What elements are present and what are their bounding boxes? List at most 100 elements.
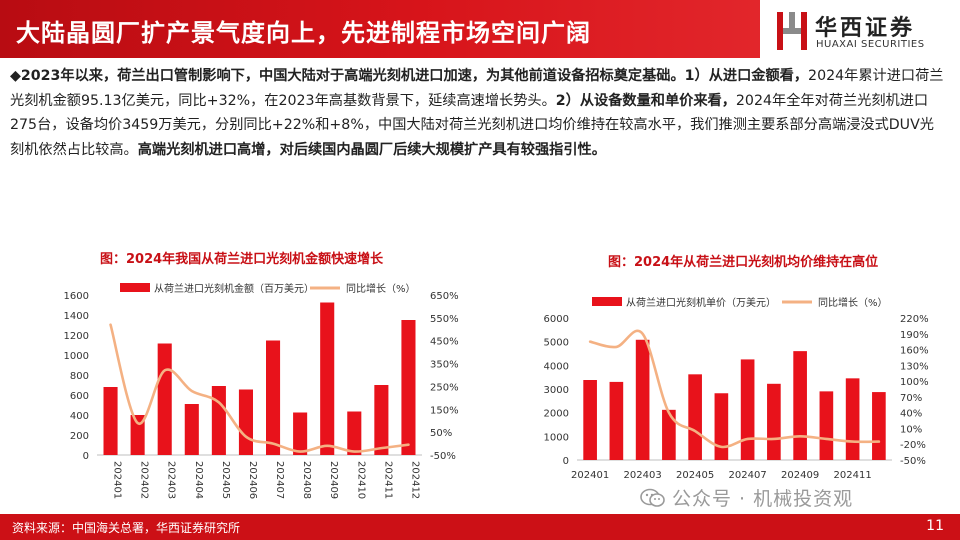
chart-import-amount: 从荷兰进口光刻机金额（百万美元） 同比增长（%） 0 200 400 600 800 1000… bbox=[64, 282, 459, 499]
chart2-bar bbox=[872, 392, 886, 460]
company-logo: 华西证券 HUAXAI SECURITIES bbox=[775, 8, 955, 54]
chart1-legend-bar-swatch bbox=[120, 283, 150, 292]
chart1-y-left-tick: 1000 bbox=[64, 351, 89, 362]
chart1-legend-line-label: 同比增长（%） bbox=[346, 282, 416, 295]
chart1-bar bbox=[401, 320, 416, 455]
chart1-y-left-tick: 1400 bbox=[64, 311, 89, 322]
chart2-x-tick: 202407 bbox=[729, 470, 767, 481]
chart1-x-tick: 202408 bbox=[301, 461, 312, 499]
chart2-legend-bar-label: 从荷兰进口光刻机单价（万美元） bbox=[626, 296, 776, 309]
chart2-x-tick: 202405 bbox=[676, 470, 714, 481]
chart2-yoy-line bbox=[588, 329, 881, 449]
chart2-bar bbox=[583, 380, 597, 460]
chart1-y-right-tick: -50% bbox=[430, 451, 456, 462]
chart2-bar bbox=[662, 409, 676, 460]
chart2-legend-bar-swatch bbox=[592, 297, 622, 306]
summary-conclusion-bold: 高端光刻机进口高增，对后续国内晶圆厂后续大规模扩产具有较强指引性。 bbox=[137, 141, 606, 158]
chart1-y-right-tick: 50% bbox=[430, 428, 452, 439]
chart1-y-left-tick: 1600 bbox=[64, 291, 89, 302]
chart1-bar bbox=[157, 343, 172, 455]
chart1-x-tick: 202402 bbox=[139, 461, 150, 499]
chart1-x-tick: 202403 bbox=[166, 461, 177, 499]
chart1-x-tick: 202404 bbox=[193, 461, 204, 499]
chart1-y-left-tick: 0 bbox=[83, 451, 89, 462]
chart1-bar bbox=[103, 387, 118, 455]
chart2-y-left-tick: 0 bbox=[563, 456, 569, 467]
chart1-y-right-tick: 550% bbox=[430, 314, 459, 325]
source-note: 资料来源：中国海关总署，华西证券研究所 bbox=[12, 521, 241, 535]
chart2-title: 图：2024年从荷兰进口光刻机均价维持在高位 bbox=[608, 255, 879, 270]
chart1-y-right-tick: 250% bbox=[430, 382, 459, 393]
chart1-x-tick: 202412 bbox=[409, 461, 420, 499]
chart1-bar bbox=[184, 404, 199, 455]
chart1-y-left-tick: 600 bbox=[70, 391, 89, 402]
chart1-bar bbox=[374, 385, 389, 455]
chart2-y-right-tick: 160% bbox=[900, 346, 929, 357]
chart2-y-right-tick: 40% bbox=[900, 409, 922, 420]
chart1-title: 图：2024年我国从荷兰进口光刻机金额快速增长 bbox=[100, 252, 384, 267]
chart1-y-right-tick: 350% bbox=[430, 360, 459, 371]
chart1-yoy-line bbox=[109, 323, 410, 453]
summary-quantity-text: 2024年全年对荷兰光刻机进口275台，设备均价3459万美元，分别同比+22%… bbox=[10, 92, 934, 158]
page-number: 11 bbox=[926, 518, 944, 534]
chart2-bar bbox=[819, 391, 834, 460]
chart2-y-right-tick: 190% bbox=[900, 330, 929, 341]
summary-amount-text: 2024年累计进口荷兰光刻机金额95.13亿美元，同比+32%，在2023年高基… bbox=[10, 68, 944, 109]
summary-quantity-bold: 2）从设备数量和单价来看， bbox=[555, 92, 736, 109]
chart2-y-left-tick: 4000 bbox=[544, 361, 569, 372]
logo-text-en: HUAXAI SECURITIES bbox=[816, 39, 925, 50]
chart2-y-left-tick: 3000 bbox=[544, 385, 569, 396]
logo-text-cn: 华西证券 bbox=[815, 15, 916, 41]
bullet-marker: ◆ bbox=[10, 68, 21, 84]
chart1-bar bbox=[320, 302, 335, 455]
chart2-y-right-tick: 100% bbox=[900, 377, 929, 388]
chart1-x-tick: 202407 bbox=[274, 461, 285, 499]
chart1-x-tick: 202410 bbox=[355, 461, 366, 499]
chart2-y-right-tick: 70% bbox=[900, 393, 922, 404]
chart2-y-right-tick: 10% bbox=[900, 424, 922, 435]
summary-paragraph: ◆2023年以来，荷兰出口管制影响下，中国大陆对于高端光刻机进口加速，为其他前道… bbox=[10, 64, 948, 162]
chart2-x-tick: 202403 bbox=[624, 470, 662, 481]
chart1-y-left-tick: 1200 bbox=[64, 331, 89, 342]
chart2-x-tick: 202401 bbox=[571, 470, 609, 481]
chart2-bar bbox=[714, 393, 729, 460]
chart2-y-left-tick: 5000 bbox=[544, 338, 569, 349]
chart1-bar bbox=[347, 411, 362, 455]
chart1-legend: 从荷兰进口光刻机金额（百万美元） 同比增长（%） bbox=[120, 282, 416, 295]
chart2-legend: 从荷兰进口光刻机单价（万美元） 同比增长（%） bbox=[592, 296, 888, 309]
chart2-bar bbox=[635, 339, 650, 460]
chart2-y-left-tick: 2000 bbox=[544, 409, 569, 420]
chart1-x-tick: 202409 bbox=[328, 461, 339, 499]
chart1-y-left-tick: 200 bbox=[70, 431, 89, 442]
chart1-y-right-tick: 650% bbox=[430, 291, 459, 302]
chart1-x-tick: 202406 bbox=[247, 461, 258, 499]
chart1-y-right-tick: 450% bbox=[430, 337, 459, 348]
logo-mark-icon bbox=[777, 12, 807, 50]
chart2-bar bbox=[740, 359, 755, 460]
summary-lead-bold: 2023年以来，荷兰出口管制影响下，中国大陆对于高端光刻机进口加速，为其他前道设… bbox=[20, 68, 809, 84]
chart1-x-tick: 202405 bbox=[220, 461, 231, 499]
chart1-x-tick: 202401 bbox=[112, 461, 123, 499]
chart1-bar bbox=[130, 415, 145, 455]
chart2-y-right-tick: 220% bbox=[900, 314, 929, 325]
chart1-legend-bar-label: 从荷兰进口光刻机金额（百万美元） bbox=[154, 282, 314, 295]
chart2-bar bbox=[688, 374, 702, 460]
chart2-bar bbox=[767, 383, 781, 460]
chart2-y-left-tick: 6000 bbox=[544, 314, 569, 325]
chart2-x-tick: 202411 bbox=[834, 470, 872, 481]
title-bar: 大陆晶圆厂扩产景气度向上，先进制程市场空间广阔 bbox=[0, 0, 760, 58]
chart1-y-left-tick: 400 bbox=[70, 411, 89, 422]
chart-import-unit-price: 从荷兰进口光刻机单价（万美元） 同比增长（%） 0 1000 2000 3000 4000 5… bbox=[544, 296, 929, 481]
chart2-bar bbox=[609, 381, 624, 460]
watermark: 公众号 · 机械投资观 bbox=[640, 484, 853, 511]
footer-bar: 资料来源：中国海关总署，华西证券研究所 11 bbox=[0, 514, 960, 540]
chart2-y-right-tick: -50% bbox=[900, 456, 926, 467]
chart1-bar bbox=[293, 412, 308, 455]
chart2-y-right-tick: 130% bbox=[900, 361, 929, 372]
chart2-legend-line-label: 同比增长（%） bbox=[818, 296, 888, 309]
page-title: 大陆晶圆厂扩产景气度向上，先进制程市场空间广阔 bbox=[16, 19, 591, 47]
chart1-y-right-tick: 150% bbox=[430, 405, 459, 416]
chart2-y-left-tick: 1000 bbox=[544, 432, 569, 443]
chart2-x-tick: 202409 bbox=[781, 470, 819, 481]
chart2-y-right-tick: -20% bbox=[900, 440, 926, 451]
